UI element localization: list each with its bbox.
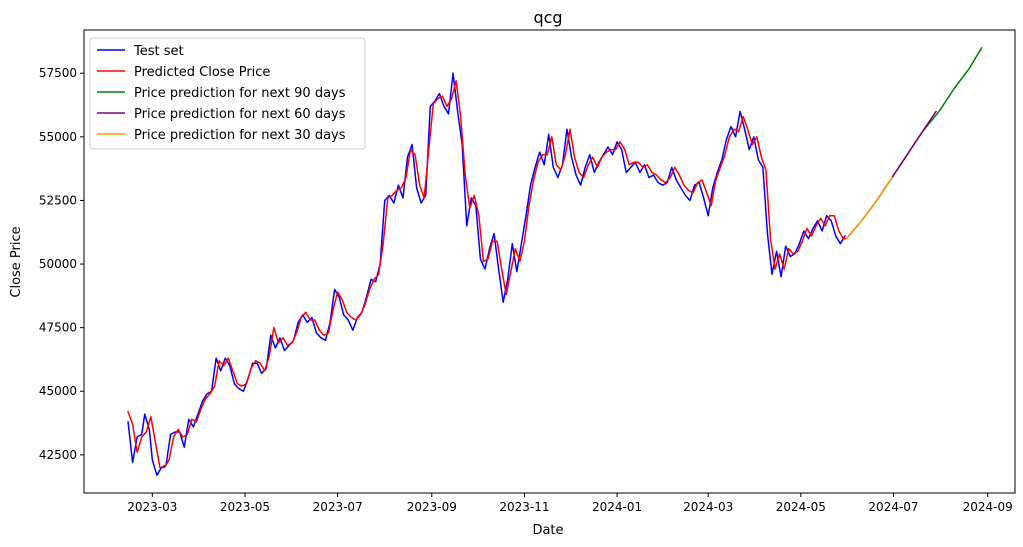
x-tick-label: 2024-03 — [683, 500, 733, 514]
y-tick-label: 45000 — [39, 384, 77, 398]
x-axis-label: Date — [532, 523, 563, 538]
y-tick-label: 50000 — [39, 257, 77, 271]
series-line-1 — [127, 72, 846, 476]
legend-entry-label: Price prediction for next 60 days — [134, 107, 346, 122]
legend-entry-label: Test set — [133, 44, 184, 59]
legend: Test set Predicted Close Price Price predi… — [89, 37, 366, 150]
series-line-2 — [127, 80, 848, 469]
y-tick-label: 47500 — [39, 321, 77, 335]
series-line-5 — [845, 176, 893, 240]
y-tick-label: 52500 — [39, 193, 77, 207]
x-tick-label: 2024-07 — [868, 500, 918, 514]
chart-title: qcg — [533, 8, 562, 27]
legend-entry-label: Price prediction for next 90 days — [134, 86, 346, 101]
y-tick-label: 42500 — [39, 448, 77, 462]
legend-entry-label: Predicted Close Price — [134, 65, 270, 80]
legend-box — [89, 37, 366, 150]
x-tick-label: 2023-09 — [407, 500, 457, 514]
series-lines — [127, 47, 983, 476]
x-tick-label: 2023-11 — [499, 500, 549, 514]
x-tick-label: 2024-05 — [776, 500, 826, 514]
legend-entry-label: Price prediction for next 30 days — [134, 128, 346, 143]
x-tick-label: 2023-03 — [127, 500, 177, 514]
y-tick-label: 57500 — [39, 66, 77, 80]
y-tick-label: 55000 — [39, 130, 77, 144]
y-axis-label: Close Price — [9, 226, 24, 297]
x-axis-ticks: 2023-03 2023-05 2023-07 2023-09 2023-11 2024-… — [127, 493, 1013, 514]
x-tick-label: 2023-07 — [313, 500, 363, 514]
x-tick-label: 2024-01 — [592, 500, 642, 514]
y-axis-ticks: 42500 45000 47500 50000 52500 55000 57500 — [39, 66, 84, 462]
x-tick-label: 2024-09 — [963, 500, 1013, 514]
x-tick-label: 2023-05 — [220, 500, 270, 514]
